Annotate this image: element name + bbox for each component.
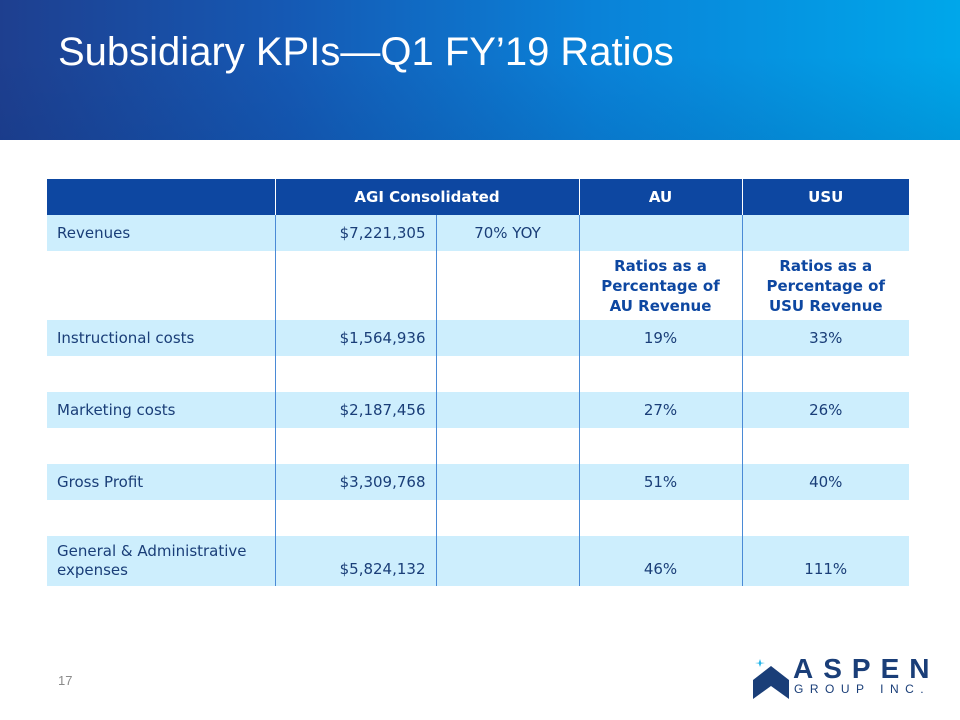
au-ratio-subheader: Ratios as a Percentage of AU Revenue: [578, 251, 742, 320]
table-header-row: AGI Consolidated AU USU: [47, 179, 909, 215]
header-blank: [47, 179, 275, 215]
empty-cell: [435, 392, 579, 428]
table-row-instructional-costs: Instructional costs $1,564,936 19% 33%: [47, 320, 909, 356]
empty-cell: [274, 500, 436, 536]
row-usu-ratio: 33%: [741, 320, 909, 356]
page-number: 17: [58, 673, 73, 688]
empty-cell: [578, 356, 742, 392]
row-label-line: General & Administrative: [57, 542, 247, 560]
row-label-line: expenses: [57, 561, 128, 579]
header-agi-consolidated: AGI Consolidated: [274, 179, 579, 215]
row-usu-ratio: 40%: [741, 464, 909, 500]
empty-cell: [435, 356, 579, 392]
usu-ratio-line: Percentage of: [766, 276, 886, 295]
table-row-gross-profit: Gross Profit $3,309,768 51% 40%: [47, 464, 909, 500]
row-label: General & Administrative expenses: [47, 536, 275, 586]
empty-cell: [741, 215, 909, 251]
row-au-ratio: 27%: [578, 392, 742, 428]
empty-cell: [435, 500, 579, 536]
table-spacer-row: [47, 500, 909, 536]
row-value: $2,187,456: [274, 392, 436, 428]
empty-cell: [741, 500, 909, 536]
kpi-table: AGI Consolidated AU USU Revenues $7,221,…: [47, 179, 909, 586]
usu-ratio-subheader: Ratios as a Percentage of USU Revenue: [741, 251, 909, 320]
row-au-ratio: 19%: [578, 320, 742, 356]
empty-cell: [578, 428, 742, 464]
empty-cell: [274, 251, 436, 320]
usu-ratio-line: USU Revenue: [768, 296, 883, 315]
table-row-general-administrative: General & Administrative expenses $5,824…: [47, 536, 909, 586]
slide-title: Subsidiary KPIs—Q1 FY’19 Ratios: [58, 30, 674, 74]
empty-cell: [47, 251, 275, 320]
empty-cell: [435, 536, 579, 586]
row-label: Revenues: [47, 215, 275, 251]
header-au: AU: [578, 179, 742, 215]
row-usu-ratio: 26%: [741, 392, 909, 428]
aspen-group-logo: ASPEN GROUP INC.: [750, 653, 929, 701]
title-banner: Subsidiary KPIs—Q1 FY’19 Ratios: [0, 0, 960, 140]
empty-cell: [47, 356, 275, 392]
row-label: Instructional costs: [47, 320, 275, 356]
empty-cell: [47, 428, 275, 464]
row-label: Gross Profit: [47, 464, 275, 500]
row-label: Marketing costs: [47, 392, 275, 428]
row-value: $1,564,936: [274, 320, 436, 356]
table-spacer-row: [47, 356, 909, 392]
empty-cell: [47, 500, 275, 536]
row-value: $7,221,305: [274, 215, 436, 251]
empty-cell: [741, 356, 909, 392]
empty-cell: [435, 251, 579, 320]
au-ratio-line: Ratios as a: [614, 256, 707, 275]
logo-name: ASPEN: [793, 653, 940, 684]
banner-shade: [0, 0, 960, 140]
row-au-ratio: 46%: [578, 536, 742, 586]
empty-cell: [578, 215, 742, 251]
header-usu: USU: [741, 179, 909, 215]
empty-cell: [741, 428, 909, 464]
logo-subtitle: GROUP INC.: [794, 682, 931, 696]
empty-cell: [435, 464, 579, 500]
empty-cell: [578, 500, 742, 536]
row-usu-ratio: 111%: [741, 536, 909, 586]
empty-cell: [435, 428, 579, 464]
row-value: $5,824,132: [274, 536, 436, 586]
empty-cell: [274, 428, 436, 464]
table-row-marketing-costs: Marketing costs $2,187,456 27% 26%: [47, 392, 909, 428]
row-au-ratio: 51%: [578, 464, 742, 500]
table-row-ratio-subheader: Ratios as a Percentage of AU Revenue Rat…: [47, 251, 909, 320]
row-growth: 70% YOY: [435, 215, 579, 251]
au-ratio-line: Percentage of: [601, 276, 720, 295]
usu-ratio-line: Ratios as a: [779, 256, 873, 275]
row-value: $3,309,768: [274, 464, 436, 500]
table-spacer-row: [47, 428, 909, 464]
au-ratio-line: AU Revenue: [609, 296, 712, 315]
mountain-icon: [753, 659, 789, 699]
empty-cell: [274, 356, 436, 392]
empty-cell: [435, 320, 579, 356]
table-row-revenues: Revenues $7,221,305 70% YOY: [47, 215, 909, 251]
